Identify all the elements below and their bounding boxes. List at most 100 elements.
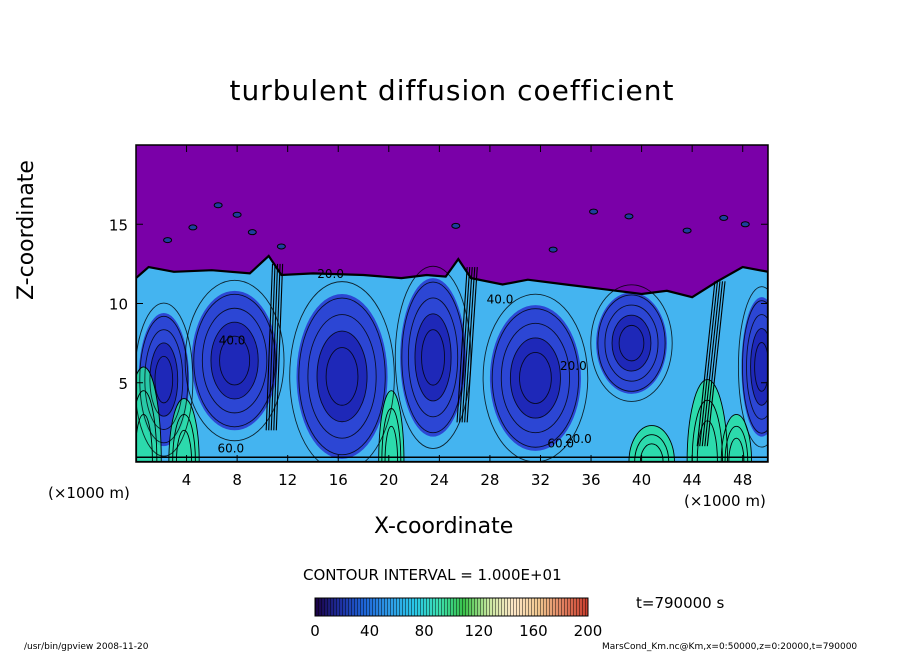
contour-line bbox=[273, 263, 281, 431]
contour-line bbox=[213, 202, 223, 209]
x-tick-label: 20 bbox=[379, 471, 398, 489]
isolated-patch bbox=[741, 221, 750, 227]
contour-line bbox=[456, 267, 468, 423]
contour-line bbox=[728, 437, 745, 462]
isolated-patch bbox=[589, 209, 598, 215]
contour-label: 60.0 bbox=[217, 441, 244, 455]
x-axis: 4 8 12 16 20 24 28 32 36 40 44 48 bbox=[182, 145, 752, 489]
isolated-patch bbox=[624, 213, 633, 219]
x-tick-label: 24 bbox=[430, 471, 449, 489]
y-tick-label: 15 bbox=[109, 216, 128, 234]
time-label: t=790000 s bbox=[636, 594, 725, 612]
contour-line bbox=[624, 213, 634, 220]
x-tick-label: 28 bbox=[480, 471, 499, 489]
contour-line bbox=[459, 267, 471, 423]
contour-line bbox=[604, 304, 659, 382]
contour-line bbox=[289, 281, 395, 462]
x-axis-unit-label: (×1000 m) bbox=[684, 492, 766, 510]
footer-program: /usr/bin/gpview 2008-11-20 bbox=[24, 642, 149, 652]
contour-line bbox=[307, 314, 377, 439]
isolated-patch bbox=[214, 202, 223, 208]
contour-line bbox=[742, 300, 768, 434]
contour-line bbox=[144, 329, 184, 430]
vortex-core-inner bbox=[317, 331, 368, 422]
isolated-patch bbox=[188, 224, 197, 230]
x-tick-label: 8 bbox=[232, 471, 242, 489]
vortex-core-inner bbox=[510, 337, 561, 419]
contour-label: 40.0 bbox=[487, 293, 514, 307]
x-tick-label: 48 bbox=[733, 471, 752, 489]
x-tick-label: 44 bbox=[683, 471, 702, 489]
contour-line bbox=[184, 279, 285, 442]
contour-line bbox=[210, 321, 259, 400]
contour-line bbox=[163, 237, 173, 244]
contour-line bbox=[701, 281, 721, 447]
x-tick-label: 40 bbox=[632, 471, 651, 489]
isolated-patch bbox=[248, 229, 257, 235]
y-axis: 5 10 15 bbox=[109, 216, 768, 393]
contour-line bbox=[325, 347, 359, 406]
contour-line bbox=[597, 294, 666, 392]
contour-line bbox=[275, 263, 284, 431]
colorbar-tick-label: 160 bbox=[519, 622, 548, 640]
contour-line bbox=[589, 208, 599, 215]
contour-line bbox=[682, 227, 692, 234]
y-tick-label: 10 bbox=[109, 296, 128, 314]
contour-label: 40.0 bbox=[219, 334, 246, 348]
colorbar-tick-label: 120 bbox=[464, 622, 493, 640]
contour-lines bbox=[136, 202, 768, 462]
contour-line bbox=[188, 224, 198, 231]
contour-line bbox=[548, 246, 558, 253]
contour-line bbox=[247, 229, 257, 236]
contour-line bbox=[719, 214, 729, 221]
contour-line bbox=[265, 263, 274, 431]
contour-line bbox=[737, 286, 768, 448]
isolated-patch bbox=[451, 223, 460, 229]
contour-line bbox=[139, 315, 189, 444]
contour-line bbox=[720, 414, 753, 462]
vortex-core-inner bbox=[612, 315, 651, 372]
x-axis-label: X-coordinate bbox=[374, 514, 514, 539]
isolated-patch bbox=[277, 243, 286, 249]
contour-line bbox=[201, 307, 268, 414]
contour-label: 20.0 bbox=[565, 432, 592, 446]
isolated-patch bbox=[683, 228, 692, 234]
colorbar-ticks: 0 40 80 120 160 200 bbox=[310, 622, 602, 640]
contour-line bbox=[704, 281, 724, 447]
x-tick-label: 4 bbox=[182, 471, 192, 489]
contour-line bbox=[451, 222, 461, 229]
contour-line bbox=[611, 314, 652, 372]
colorbar-tick-label: 0 bbox=[310, 622, 320, 640]
contour-line bbox=[394, 265, 472, 449]
contour-line bbox=[746, 314, 768, 420]
contour-line bbox=[268, 263, 276, 431]
contour-line bbox=[754, 342, 768, 392]
contour-line bbox=[590, 284, 673, 402]
x-tick-label: 32 bbox=[531, 471, 550, 489]
contour-line bbox=[634, 434, 670, 462]
contour-line bbox=[414, 313, 452, 402]
contour-line bbox=[421, 329, 445, 386]
isolated-patch bbox=[163, 237, 172, 243]
vortex-core-inner bbox=[414, 313, 452, 401]
contour-line bbox=[219, 335, 251, 386]
contour-line bbox=[491, 308, 580, 448]
contour-line bbox=[519, 352, 552, 404]
contour-line bbox=[618, 324, 645, 362]
contour-labels: 20.040.040.020.060.0 60.020.0 bbox=[217, 267, 591, 455]
contour-line bbox=[407, 297, 459, 418]
contour-line bbox=[232, 211, 242, 218]
contour-label: 20.0 bbox=[560, 359, 587, 373]
contour-line bbox=[149, 342, 179, 417]
x-tick-label: 16 bbox=[329, 471, 348, 489]
contour-line bbox=[168, 398, 200, 462]
contour-line bbox=[154, 355, 174, 404]
contour-line bbox=[740, 221, 750, 228]
contour-line bbox=[136, 414, 153, 462]
isolated-patch bbox=[233, 212, 242, 218]
contour-line bbox=[172, 414, 196, 462]
contour-line bbox=[696, 281, 716, 447]
x-tick-label: 36 bbox=[581, 471, 600, 489]
vortex-core-inner bbox=[210, 322, 259, 399]
contour-line bbox=[461, 267, 473, 423]
